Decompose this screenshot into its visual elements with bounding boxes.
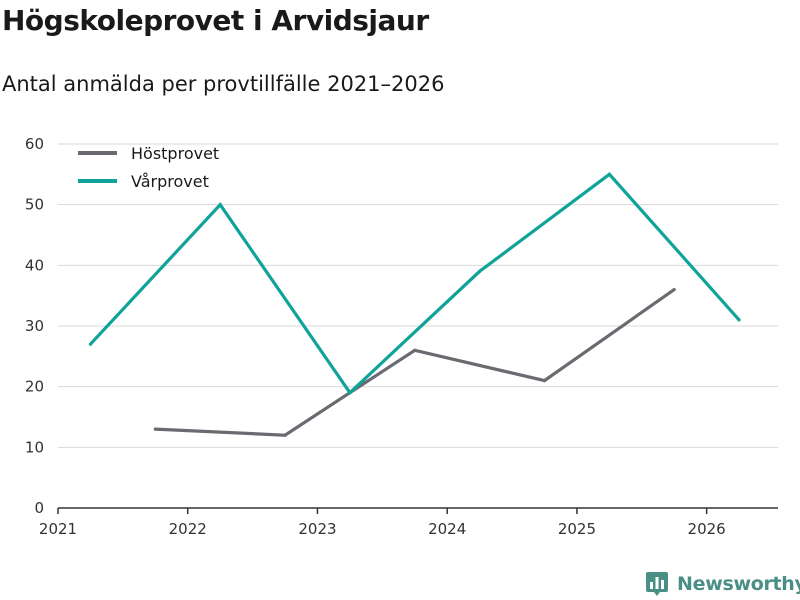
data-point [348, 391, 352, 395]
grid-lines [58, 143, 778, 448]
data-point [672, 288, 676, 292]
data-point [478, 269, 482, 273]
series-line-1 [89, 172, 741, 396]
newsworthy-brand: Newsworthy [645, 568, 800, 600]
data-point [737, 318, 741, 322]
x-tick-label: 2026 [688, 520, 726, 538]
data-point [413, 348, 417, 352]
legend-label: Höstprovet [131, 144, 219, 163]
legend: Höstprovet Vårprovet [78, 144, 219, 191]
data-point [607, 172, 611, 176]
x-tick-label: 2021 [39, 520, 77, 538]
y-tick-label: 0 [34, 499, 44, 517]
data-point [88, 342, 93, 346]
line-chart: 0 10 20 30 40 50 60 2021 2022 2023 2024 2025 2026 H… [25, 135, 778, 538]
chart-title: Högskoleprovet i Arvidsjaur [2, 4, 429, 37]
x-tick-label: 2025 [558, 520, 596, 538]
y-tick-label: 50 [25, 196, 44, 214]
x-tick-label: 2024 [428, 520, 466, 538]
data-point [283, 433, 287, 437]
x-tick-label: 2022 [169, 520, 207, 538]
y-tick-label: 30 [25, 317, 44, 335]
series-lines [88, 172, 741, 437]
data-point [218, 203, 222, 207]
legend-label: Vårprovet [131, 172, 209, 191]
data-point [542, 379, 547, 383]
y-axis: 0 10 20 30 40 50 60 [25, 135, 44, 517]
y-tick-label: 40 [25, 256, 44, 274]
y-tick-label: 60 [25, 135, 44, 153]
y-tick-label: 20 [25, 378, 44, 396]
x-tick-label: 2023 [298, 520, 336, 538]
chart-subtitle: Antal anmälda per provtillfälle 2021–202… [2, 72, 445, 96]
newsworthy-logo-icon [646, 572, 668, 596]
x-axis: 2021 2022 2023 2024 2025 2026 [39, 507, 778, 538]
y-tick-label: 10 [25, 438, 44, 456]
series-line-0 [155, 288, 676, 437]
brand-name: Newsworthy [677, 573, 800, 595]
data-point [153, 427, 157, 431]
